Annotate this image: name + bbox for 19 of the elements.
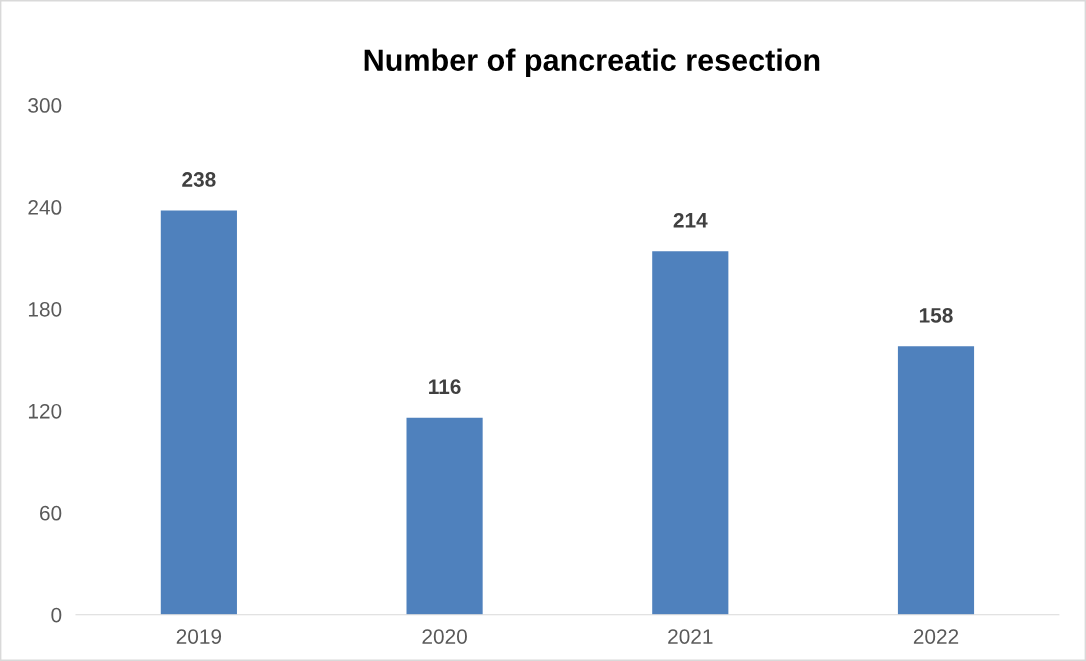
y-tick-label: 120 xyxy=(28,403,62,419)
x-tick-label: 2021 xyxy=(668,629,713,644)
data-label: 116 xyxy=(429,379,461,395)
bar xyxy=(652,251,729,615)
y-tick-label: 60 xyxy=(40,505,62,521)
bar xyxy=(406,417,483,615)
x-tick-label: 2022 xyxy=(913,629,959,644)
bar xyxy=(160,210,237,615)
x-tick-label: 2019 xyxy=(176,629,222,644)
y-tick-label: 240 xyxy=(28,200,62,215)
data-label: 158 xyxy=(919,308,953,323)
x-tick-label: 2020 xyxy=(422,629,467,644)
chart-title: Number of pancreatic resection xyxy=(364,48,820,78)
y-tick-label: 180 xyxy=(28,301,62,317)
data-label: 214 xyxy=(673,212,708,228)
data-label: 238 xyxy=(182,172,216,187)
bar xyxy=(897,346,975,615)
y-tick-label: 300 xyxy=(28,98,62,113)
y-tick-label: 0 xyxy=(51,607,62,623)
